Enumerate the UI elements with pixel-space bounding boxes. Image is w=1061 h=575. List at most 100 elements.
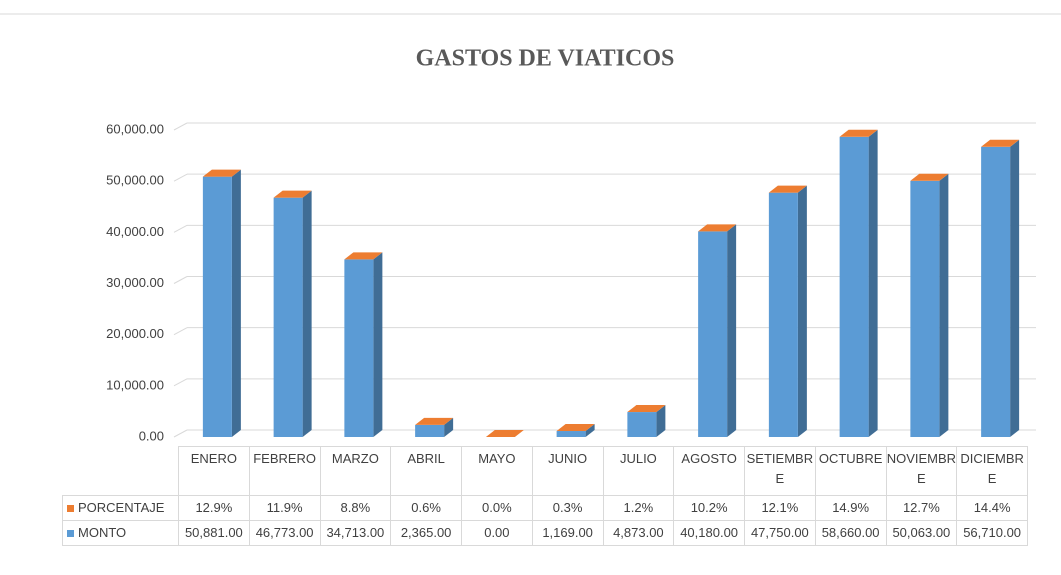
- x-tick-label: AGOSTO: [673, 446, 745, 496]
- table-cell: 0.3%: [531, 495, 604, 521]
- bar-1-side: [373, 252, 383, 437]
- bar-1: [627, 412, 657, 437]
- chart-title: GASTOS DE VIATICOS: [416, 46, 675, 72]
- x-tick-label: JUNIO: [531, 446, 604, 496]
- x-tick-label: SETIEMBRE: [744, 446, 816, 496]
- table-cell: 12.1%: [744, 495, 816, 521]
- bar-1-side: [302, 190, 312, 437]
- x-tick-label: FEBRERO: [248, 446, 321, 496]
- x-tick-label: OCTUBRE: [814, 446, 887, 496]
- table-cell: 14.9%: [814, 495, 887, 521]
- grid-line-wall: [173, 327, 188, 336]
- bar-0-side: [727, 224, 737, 232]
- bar-1-side: [656, 405, 666, 437]
- table-cell: 40,180.00: [673, 520, 745, 546]
- x-tick-label: NOVIEMBRE: [885, 446, 958, 496]
- bar-0-top: [627, 405, 666, 413]
- table-corner: [63, 447, 179, 496]
- y-tick-label: 10,000.00: [106, 377, 164, 392]
- bar-0-top: [981, 139, 1020, 147]
- bar-1-side: [585, 424, 595, 437]
- bar-1: [910, 180, 940, 438]
- table-row: PORCENTAJE 12.9% 11.9% 8.8% 0.6% 0.0% 0.3% 1.2%…: [62, 495, 1028, 521]
- bar-1-side: [939, 173, 949, 438]
- bar-0-side: [373, 252, 383, 260]
- bar-0-side: [302, 190, 312, 198]
- bar-0-side: [797, 185, 807, 193]
- bar-0-side: [656, 405, 666, 413]
- bar-1: [273, 197, 303, 437]
- bar-0-side: [585, 424, 595, 432]
- x-tick-label: DICIEMBRE: [956, 446, 1028, 496]
- bar-0-top: [768, 185, 807, 193]
- bar-0-top: [344, 252, 383, 260]
- x-tick-label: ABRIL: [390, 446, 462, 496]
- table-cell: 11.9%: [248, 495, 321, 521]
- bar-0-side: [231, 169, 241, 177]
- bar-1: [839, 136, 869, 438]
- table-cell: 10.2%: [673, 495, 745, 521]
- y-tick-label: 20,000.00: [106, 326, 164, 341]
- x-tick-label: MARZO: [319, 446, 392, 496]
- y-tick-label: 40,000.00: [106, 224, 164, 239]
- table-cell: 14.4%: [956, 495, 1028, 521]
- bar-0-top: [910, 173, 949, 181]
- table-cell: 12.9%: [178, 495, 250, 521]
- bar-1-side: [1010, 139, 1020, 437]
- table-header-row: ENERO FEBRERO MARZO ABRIL MAYO JUNIO JULIO AGOS…: [63, 446, 1028, 496]
- bar-0-top: [839, 129, 878, 137]
- grid-line-wall: [173, 224, 188, 233]
- bar-0-side: [1010, 139, 1020, 147]
- x-tick-label: JULIO: [602, 446, 675, 496]
- x-tick-label: MAYO: [461, 446, 533, 496]
- table-cell: 8.8%: [319, 495, 392, 521]
- bar-0-side: [939, 173, 949, 181]
- bar-1-side: [231, 169, 241, 438]
- table-cell: 0.00: [461, 520, 533, 546]
- table-row: MONTO 50,881.00 46,773.00 34,713.00 2,365.00…: [62, 520, 1028, 546]
- bar-0-top: [698, 224, 737, 232]
- grid-line-wall: [173, 173, 188, 182]
- table-cell: 56,710.00: [956, 520, 1028, 546]
- table-cell: 0.0%: [461, 495, 533, 521]
- grid-line-wall: [173, 122, 188, 131]
- table-cell: 0.6%: [390, 495, 462, 521]
- table-cell: 50,063.00: [885, 520, 958, 546]
- bar-0-top: [415, 417, 454, 425]
- y-tick-label: 30,000.00: [106, 275, 164, 290]
- legend-label: PORCENTAJE: [78, 500, 165, 515]
- bar-0-top: [273, 190, 312, 198]
- bar-1-side: [797, 185, 807, 437]
- bar-1-side: [727, 224, 737, 437]
- bar-1: [556, 431, 586, 437]
- table-cell: 47,750.00: [744, 520, 816, 546]
- table-cell: 2,365.00: [390, 520, 462, 546]
- y-tick-label: 60,000.00: [106, 121, 164, 136]
- table-cell: 34,713.00: [319, 520, 392, 546]
- data-table: ENERO FEBRERO MARZO ABRIL MAYO JUNIO JULIO AGOS…: [62, 446, 1028, 546]
- legend-key: [67, 505, 74, 513]
- y-tick-label: 0.00: [139, 428, 164, 443]
- bar-0-side: [444, 417, 454, 425]
- bar-1: [415, 424, 445, 437]
- bar-0-top: [485, 430, 524, 437]
- x-tick-label: ENERO: [178, 446, 250, 496]
- table-cell: 1,169.00: [531, 520, 604, 546]
- bar-1: [981, 146, 1011, 437]
- bar-1: [698, 231, 728, 437]
- bar-1: [768, 192, 798, 437]
- legend-entry: MONTO: [62, 520, 179, 546]
- grid-line-wall: [173, 276, 188, 284]
- bar-1-side: [868, 129, 878, 438]
- legend-key: [67, 530, 74, 538]
- bar-1: [202, 176, 232, 438]
- table-cell: 4,873.00: [602, 520, 675, 546]
- legend-entry: PORCENTAJE: [62, 495, 179, 521]
- grid-line-wall: [173, 378, 188, 387]
- bar-0-side: [868, 129, 878, 137]
- bar-1: [344, 259, 374, 437]
- bar-0-top: [556, 424, 595, 432]
- table-cell: 1.2%: [602, 495, 675, 521]
